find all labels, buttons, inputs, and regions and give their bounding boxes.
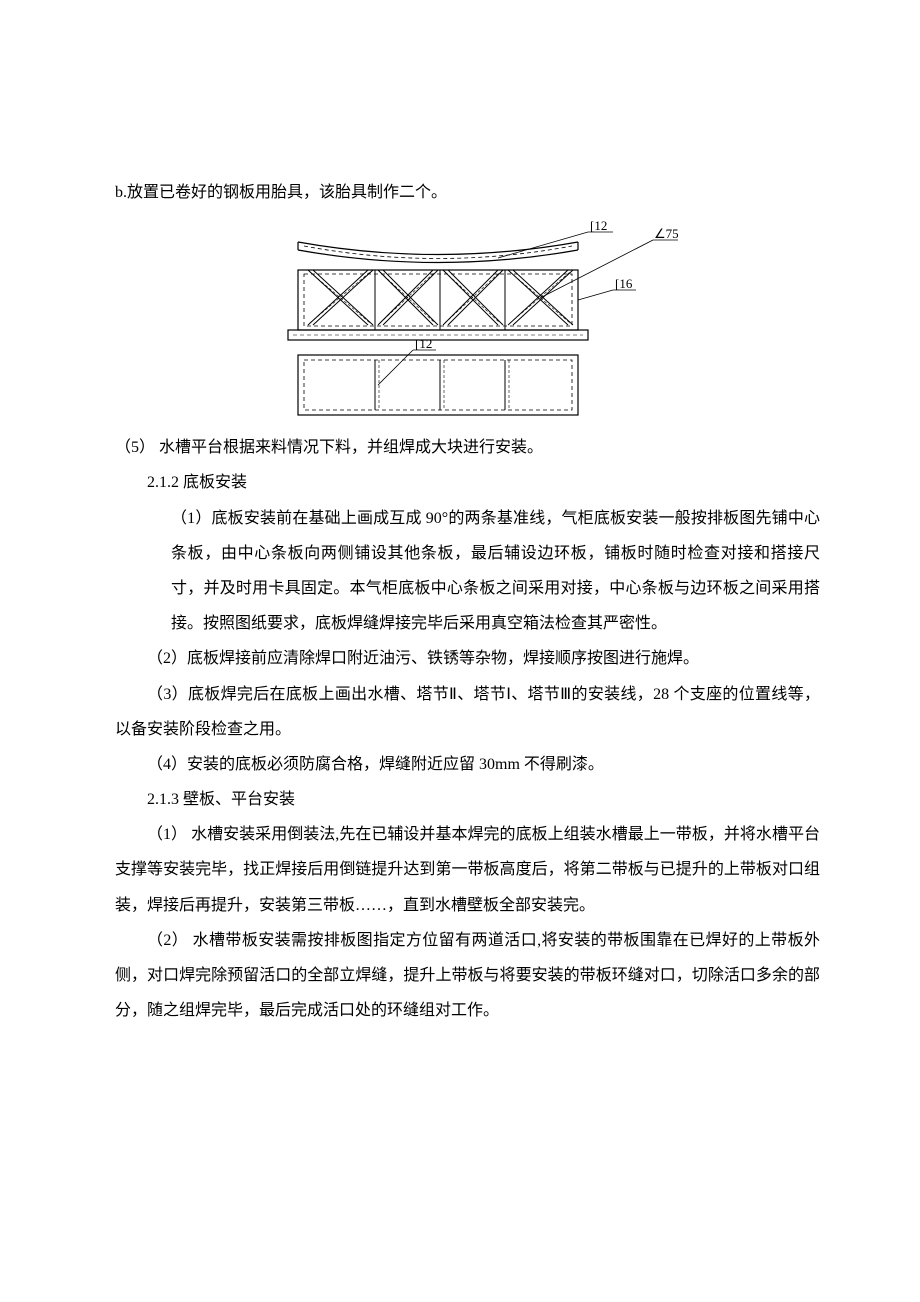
s212-item-4: （4）安装的底板必须防腐合格，焊缝附近应留 30mm 不得刷漆。 — [115, 747, 820, 782]
section-2-1-2-title: 2.1.2 底板安装 — [115, 465, 820, 500]
s213-item-2: （2） 水槽带板安装需按排板图指定方位留有两道活口,将安装的带板围靠在已焊好的上… — [115, 923, 820, 1029]
s212-item-1: （1）底板安装前在基础上画成互成 90°的两条基准线，气柜底板安装一般按排板图先… — [115, 501, 820, 642]
intro-line: b.放置已卷好的钢板用胎具，该胎具制作二个。 — [115, 175, 820, 210]
truss-diagram: [12 ∠75 [16 [12 — [258, 220, 678, 425]
s212-item-2: （2）底板焊接前应清除焊口附近油污、铁锈等杂物，焊接顺序按图进行施焊。 — [115, 641, 820, 676]
section-2-1-3-title: 2.1.3 壁板、平台安装 — [115, 782, 820, 817]
label-12-top: [12 — [590, 220, 607, 233]
label-12-bottom: [12 — [415, 336, 432, 351]
diagram-container: [12 ∠75 [16 [12 — [115, 220, 820, 425]
item-5: （5） 水槽平台根据来料情况下料，并组焊成大块进行安装。 — [115, 430, 820, 465]
s212-item-3: （3）底板焊完后在底板上画出水槽、塔节Ⅱ、塔节Ⅰ、塔节Ⅲ的安装线，28 个支座的… — [115, 677, 820, 747]
label-16: [16 — [615, 276, 633, 291]
s213-item-1: （1） 水槽安装采用倒装法,先在已辅设并基本焊完的底板上组装水槽最上一带板，并将… — [115, 817, 820, 923]
label-angle-75: ∠75 — [654, 226, 678, 241]
